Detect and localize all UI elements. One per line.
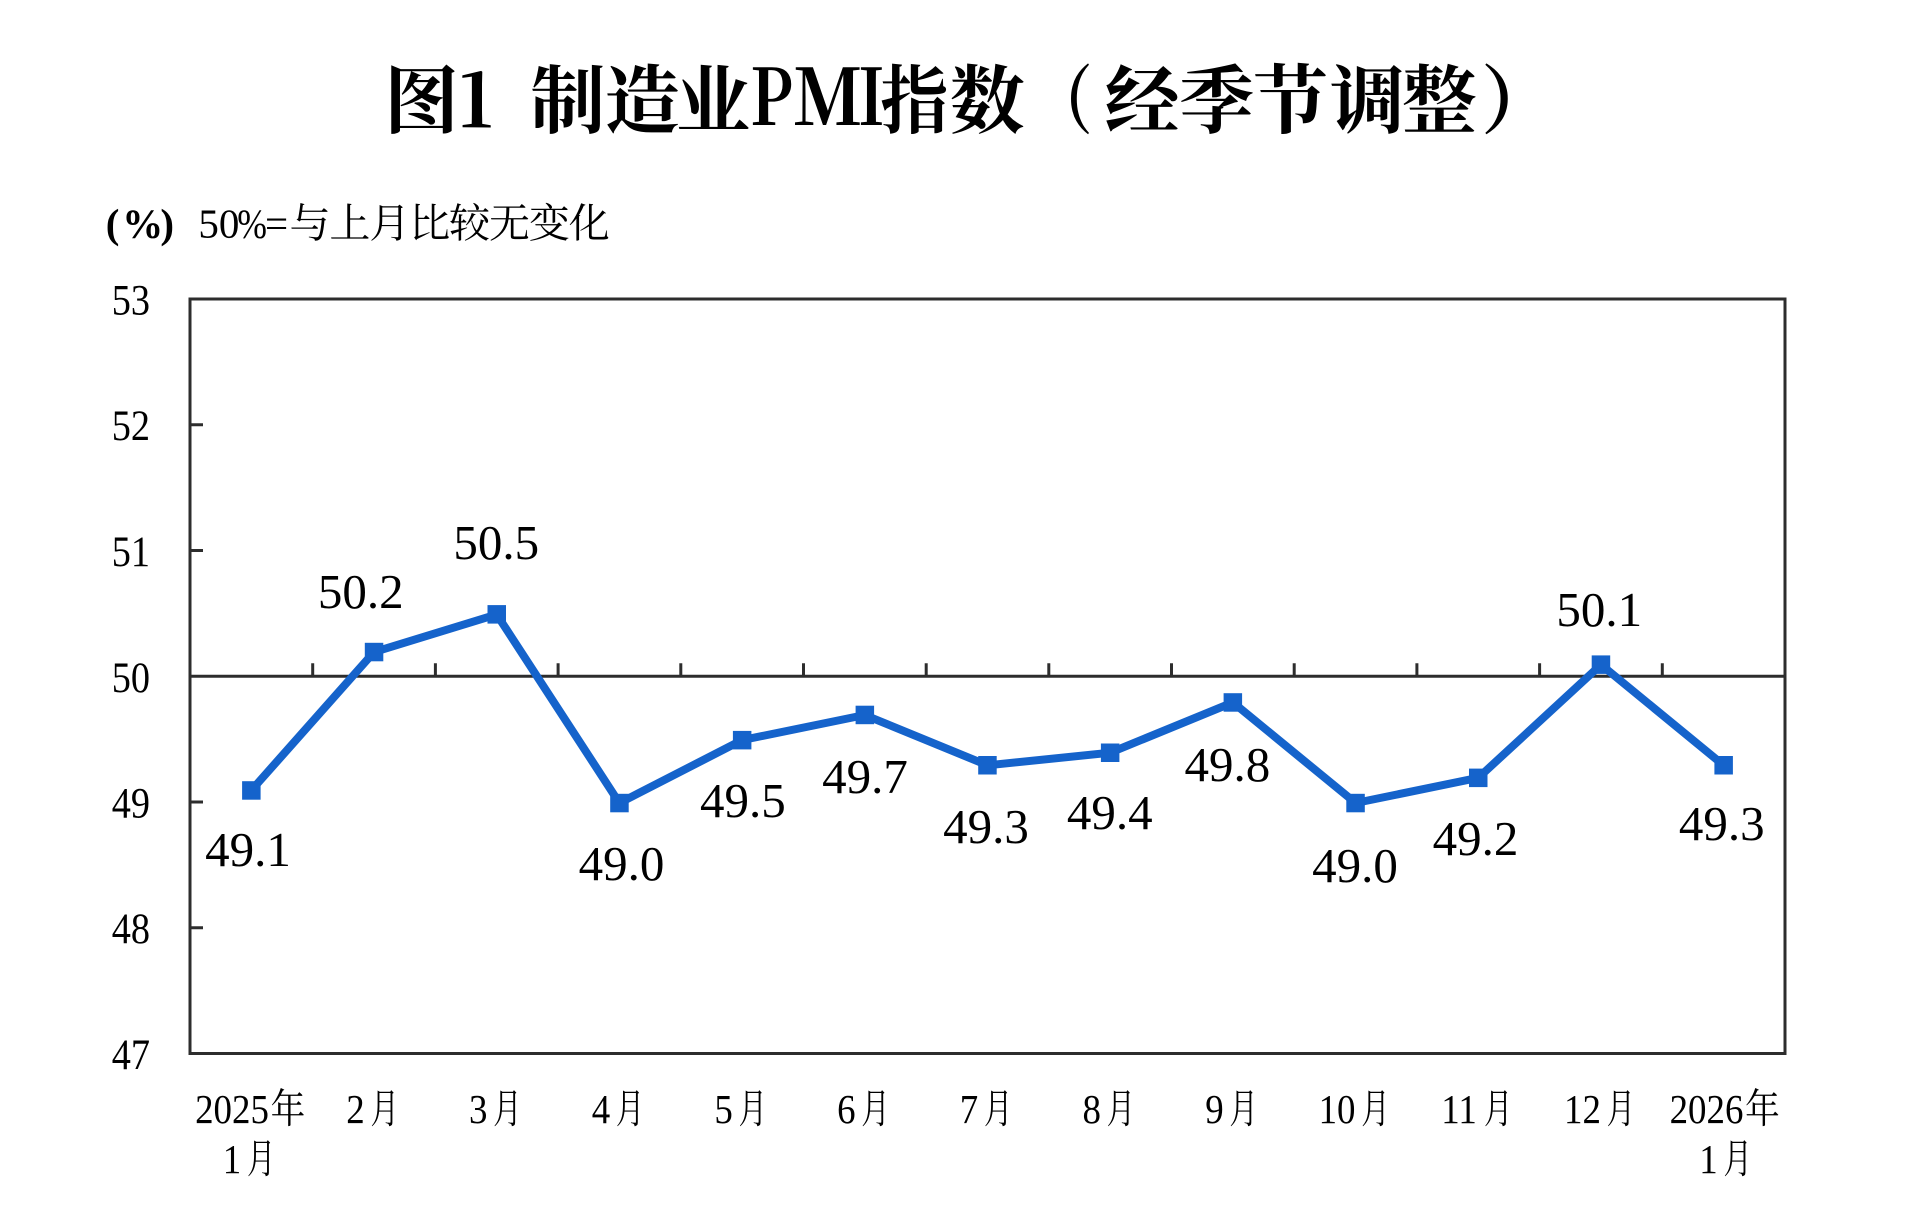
svg-text:50.2: 50.2: [318, 564, 404, 619]
svg-text:49.0: 49.0: [1312, 838, 1398, 893]
svg-text:11: 11: [1441, 1087, 1477, 1132]
svg-text:5: 5: [714, 1087, 732, 1132]
svg-text:47: 47: [112, 1030, 150, 1079]
svg-text:50.5: 50.5: [453, 515, 539, 570]
svg-text:49: 49: [112, 778, 150, 827]
svg-text:9: 9: [1205, 1087, 1223, 1132]
svg-text:50.1: 50.1: [1556, 582, 1642, 637]
svg-text:12: 12: [1564, 1087, 1601, 1132]
svg-text:1: 1: [1699, 1137, 1717, 1182]
svg-text:49.3: 49.3: [1679, 796, 1765, 851]
svg-text:): ): [160, 201, 174, 247]
svg-text:2026: 2026: [1670, 1087, 1744, 1132]
svg-text:49.1: 49.1: [205, 822, 291, 877]
svg-text:49.3: 49.3: [943, 799, 1029, 854]
svg-text:=: =: [265, 201, 288, 247]
svg-text:49.5: 49.5: [700, 773, 786, 828]
svg-text:7: 7: [960, 1087, 978, 1132]
svg-text:48: 48: [112, 904, 150, 953]
svg-text:2025: 2025: [195, 1087, 269, 1132]
svg-text:53: 53: [112, 275, 150, 324]
svg-text:49.7: 49.7: [822, 749, 908, 804]
svg-text:(: (: [106, 201, 120, 247]
svg-text:6: 6: [837, 1087, 855, 1132]
svg-text:2: 2: [346, 1087, 364, 1132]
svg-text:4: 4: [592, 1087, 610, 1132]
svg-text:%: %: [237, 202, 267, 247]
svg-text:52: 52: [112, 401, 150, 450]
svg-text:51: 51: [112, 527, 150, 576]
svg-text:3: 3: [469, 1087, 487, 1132]
svg-text:50: 50: [112, 653, 150, 702]
svg-text:49.0: 49.0: [579, 836, 665, 891]
svg-text:50: 50: [198, 201, 239, 247]
svg-text:49.4: 49.4: [1067, 785, 1153, 840]
svg-text:10: 10: [1319, 1087, 1356, 1132]
svg-text:1: 1: [223, 1137, 241, 1182]
svg-text:49.8: 49.8: [1185, 737, 1271, 792]
svg-text:49.2: 49.2: [1433, 811, 1519, 866]
svg-text:%: %: [122, 201, 163, 247]
svg-text:8: 8: [1083, 1087, 1101, 1132]
